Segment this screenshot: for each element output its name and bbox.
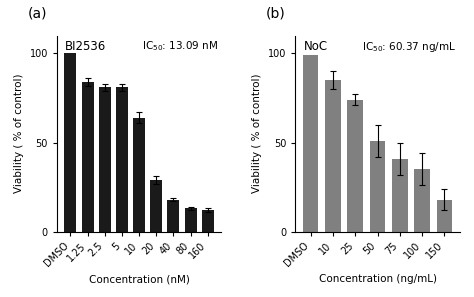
Text: BI2536: BI2536	[65, 40, 106, 53]
Y-axis label: Viability ( % of control): Viability ( % of control)	[252, 74, 263, 193]
X-axis label: Concentration (nM): Concentration (nM)	[89, 274, 190, 285]
Text: NoC: NoC	[303, 40, 328, 53]
Bar	[303, 55, 319, 232]
Bar	[392, 159, 408, 232]
Bar	[347, 100, 363, 232]
Bar	[64, 53, 76, 232]
Bar	[414, 169, 430, 232]
Bar	[116, 87, 128, 232]
Text: (b): (b)	[266, 6, 285, 20]
Bar	[202, 210, 214, 232]
Bar	[150, 180, 162, 232]
Bar	[437, 200, 452, 232]
Y-axis label: Viability ( % of control): Viability ( % of control)	[14, 74, 24, 193]
Bar	[370, 141, 385, 232]
Bar	[133, 118, 145, 232]
Text: (a): (a)	[27, 6, 47, 20]
Bar	[185, 208, 197, 232]
Bar	[82, 82, 93, 232]
Text: IC$_{50}$: 13.09 nM: IC$_{50}$: 13.09 nM	[142, 40, 218, 53]
Text: IC$_{50}$: 60.37 ng/mL: IC$_{50}$: 60.37 ng/mL	[362, 40, 456, 53]
Bar	[325, 80, 341, 232]
X-axis label: Concentration (ng/mL): Concentration (ng/mL)	[319, 274, 437, 285]
Bar	[167, 200, 180, 232]
Bar	[99, 87, 111, 232]
